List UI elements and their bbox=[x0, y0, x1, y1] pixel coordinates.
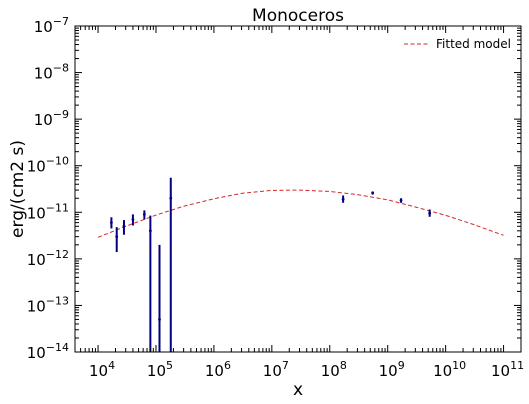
plot-content bbox=[97, 177, 504, 352]
x-tick-label: 109 bbox=[379, 359, 405, 380]
y-tick-label: 10−9 bbox=[34, 108, 69, 129]
axis-ticks bbox=[74, 25, 522, 353]
y-tick-label: 10−14 bbox=[27, 341, 69, 362]
y-tick-label: 10−12 bbox=[27, 248, 69, 269]
data-point bbox=[131, 218, 135, 221]
data-point bbox=[148, 229, 152, 233]
data-point bbox=[122, 224, 126, 228]
y-tick-label: 10−11 bbox=[27, 201, 69, 222]
x-tick-label: 1010 bbox=[433, 359, 466, 380]
x-tick-label: 106 bbox=[205, 359, 231, 380]
x-tick-label: 1011 bbox=[491, 359, 524, 380]
data-point bbox=[158, 318, 161, 321]
plot-frame bbox=[74, 25, 522, 353]
x-tick-label: 108 bbox=[321, 359, 347, 380]
data-point bbox=[110, 221, 113, 225]
x-tick-label: 107 bbox=[263, 359, 289, 380]
y-tick-label: 10−10 bbox=[27, 155, 69, 176]
y-axis-title: erg/(cm2 s) bbox=[8, 140, 28, 238]
data-point bbox=[371, 191, 375, 195]
data-point bbox=[341, 197, 345, 201]
data-point bbox=[142, 213, 146, 216]
chart-title: Monoceros bbox=[252, 6, 344, 26]
x-tick-label: 105 bbox=[147, 359, 173, 380]
legend-label-fitted-model: Fitted model bbox=[436, 37, 511, 51]
y-tick-label: 10−8 bbox=[34, 62, 69, 83]
legend: Fitted model bbox=[404, 37, 511, 51]
data-point bbox=[169, 196, 173, 200]
y-tick-label: 10−13 bbox=[27, 294, 69, 315]
y-tick-label: 10−7 bbox=[34, 15, 69, 36]
data-point bbox=[428, 211, 432, 215]
fitted-model-line bbox=[97, 189, 504, 238]
x-axis-title: x bbox=[293, 380, 303, 400]
x-tick-label: 104 bbox=[89, 359, 115, 380]
data-point bbox=[115, 235, 119, 239]
tick-labels: 104 105 106 107 108 109 1010 1011 10−14 10−13 10−1… bbox=[27, 15, 524, 380]
data-point bbox=[399, 198, 403, 202]
